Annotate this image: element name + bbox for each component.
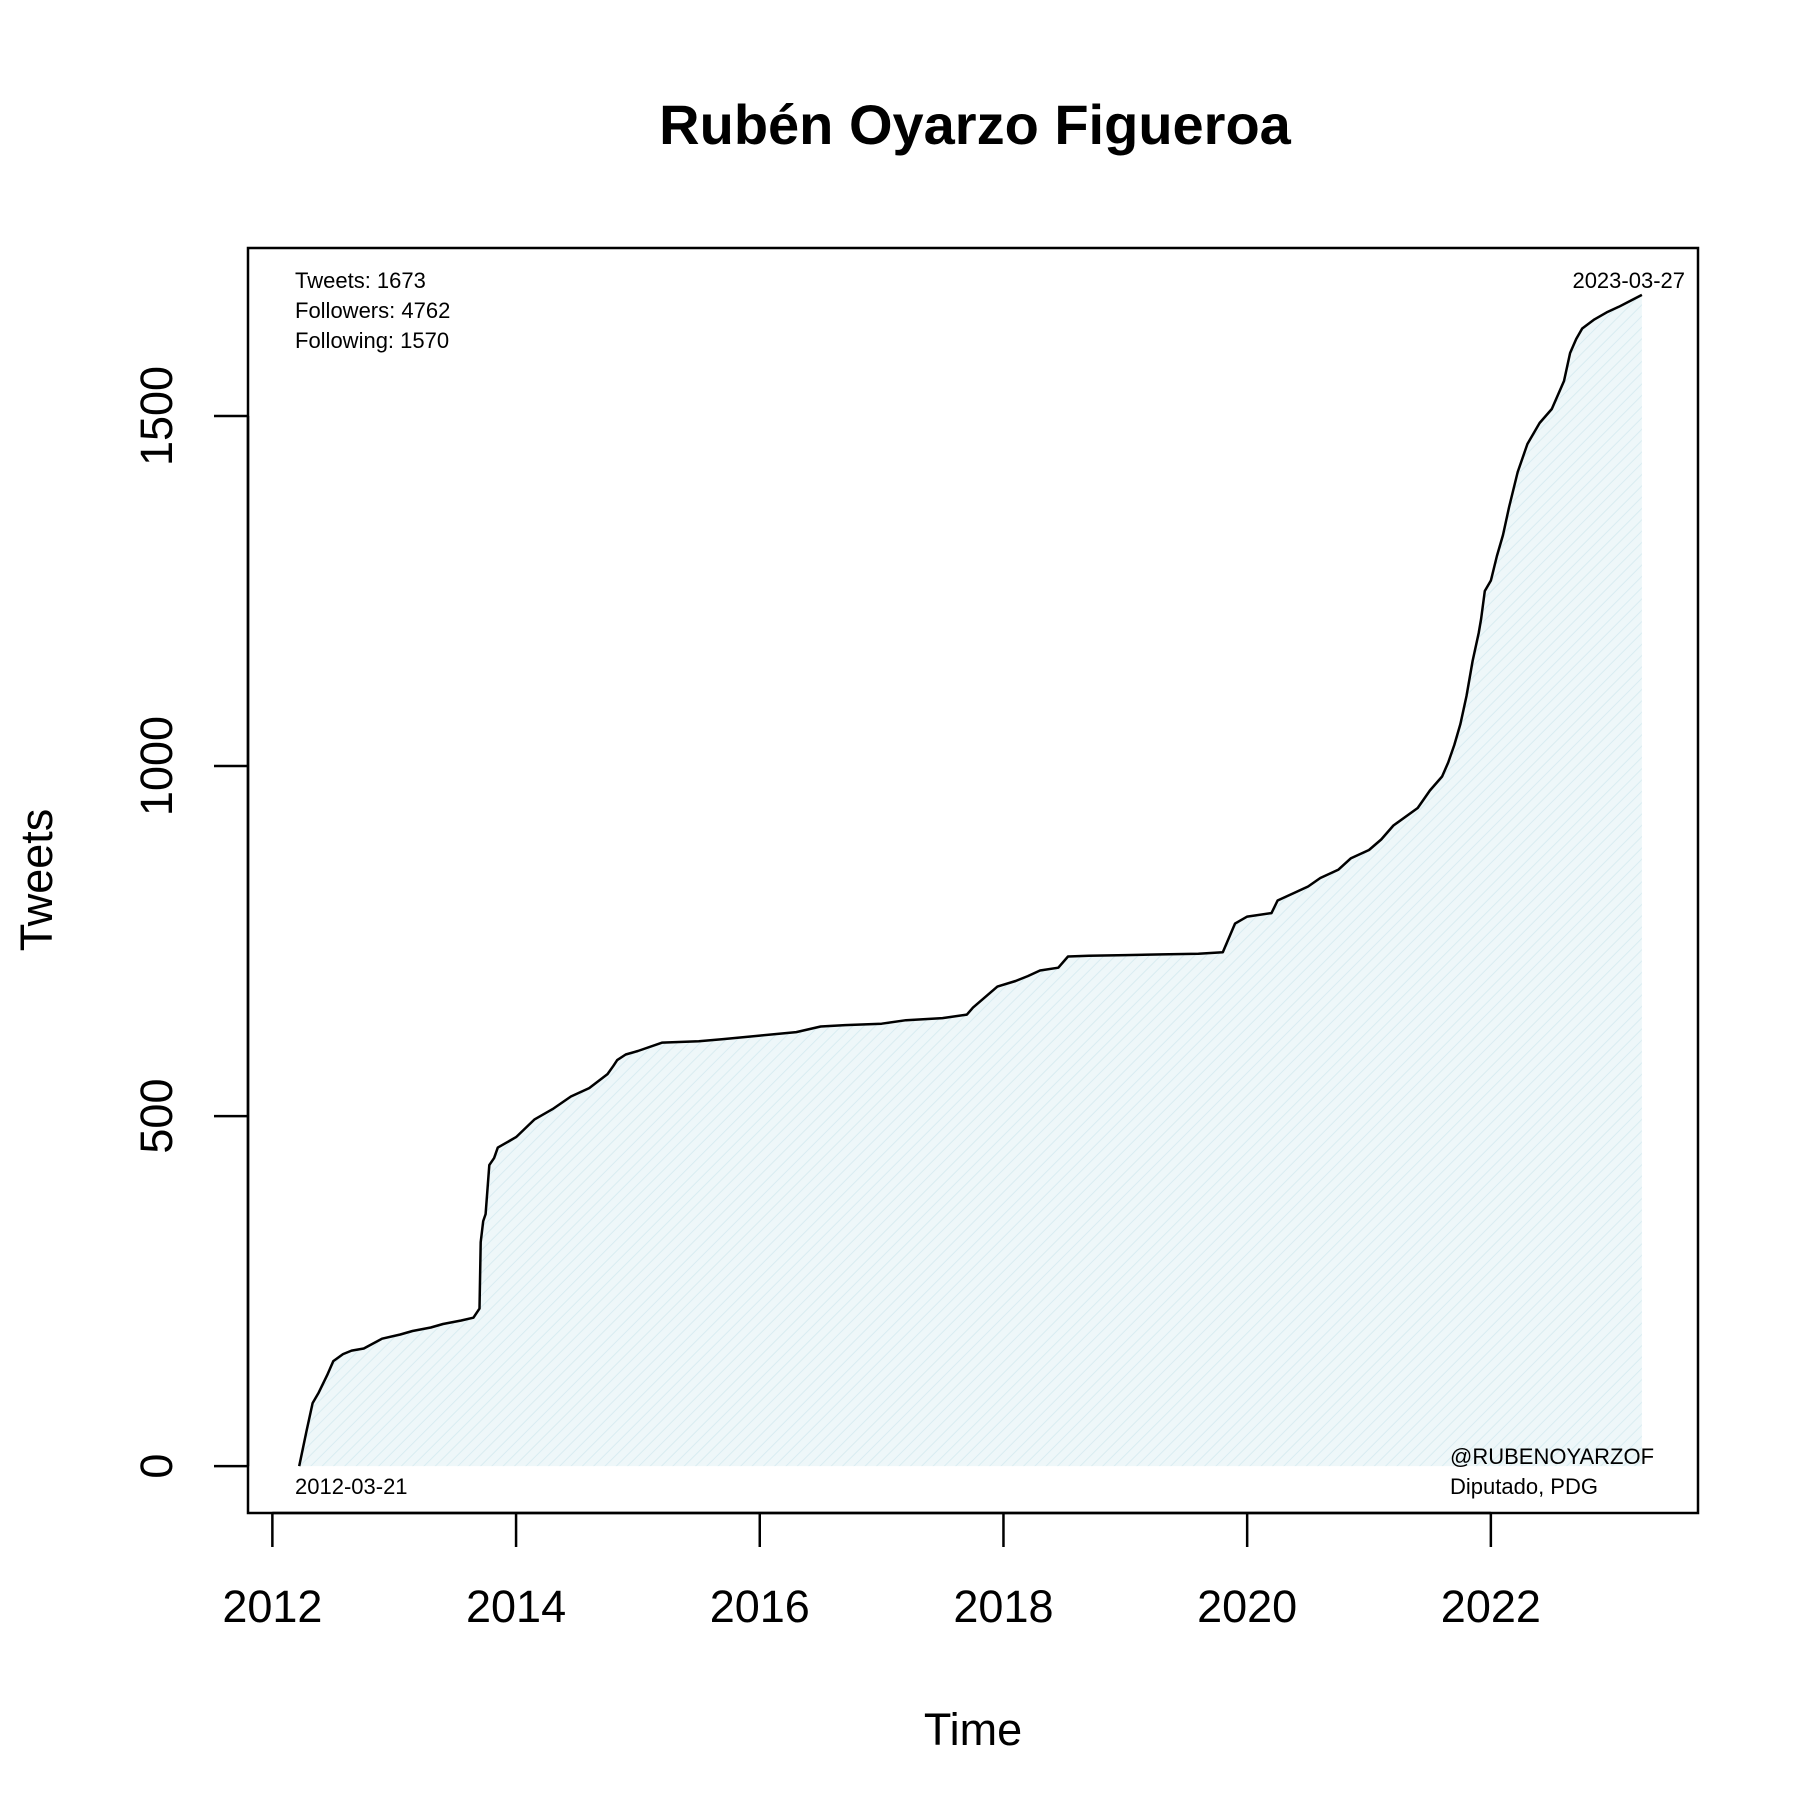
area-fill: [299, 294, 1642, 1467]
y-axis-label: Tweets: [11, 809, 62, 952]
start-date-label: 2012-03-21: [295, 1474, 408, 1499]
x-axis: 2012 2014 2016 2018 2020 2022: [222, 1511, 1541, 1632]
x-axis-label: Time: [924, 1704, 1022, 1755]
followers-count: Followers: 4762: [295, 298, 450, 323]
x-tick-label: 2018: [953, 1581, 1053, 1632]
y-tick-label: 1000: [131, 716, 182, 816]
x-tick-label: 2020: [1197, 1581, 1297, 1632]
y-axis: 0 500 1000 1500: [131, 366, 250, 1479]
x-tick-label: 2022: [1441, 1581, 1541, 1632]
y-tick-label: 1500: [131, 366, 182, 466]
y-tick-label: 0: [131, 1454, 182, 1479]
role-label: Diputado, PDG: [1450, 1474, 1598, 1499]
series-line: [297, 293, 1643, 1467]
chart-title: Rubén Oyarzo Figueroa: [659, 93, 1291, 156]
following-count: Following: 1570: [295, 328, 449, 353]
x-tick-label: 2014: [466, 1581, 566, 1632]
tweets-count: Tweets: 1673: [295, 268, 426, 293]
handle-label: @RUBENOYARZOF: [1450, 1444, 1654, 1469]
x-tick-label: 2012: [222, 1581, 322, 1632]
stats-annotation: Tweets: 1673 Followers: 4762 Following: …: [295, 268, 450, 353]
x-tick-label: 2016: [710, 1581, 810, 1632]
y-tick-label: 500: [131, 1079, 182, 1154]
end-date-label: 2023-03-27: [1572, 268, 1685, 293]
